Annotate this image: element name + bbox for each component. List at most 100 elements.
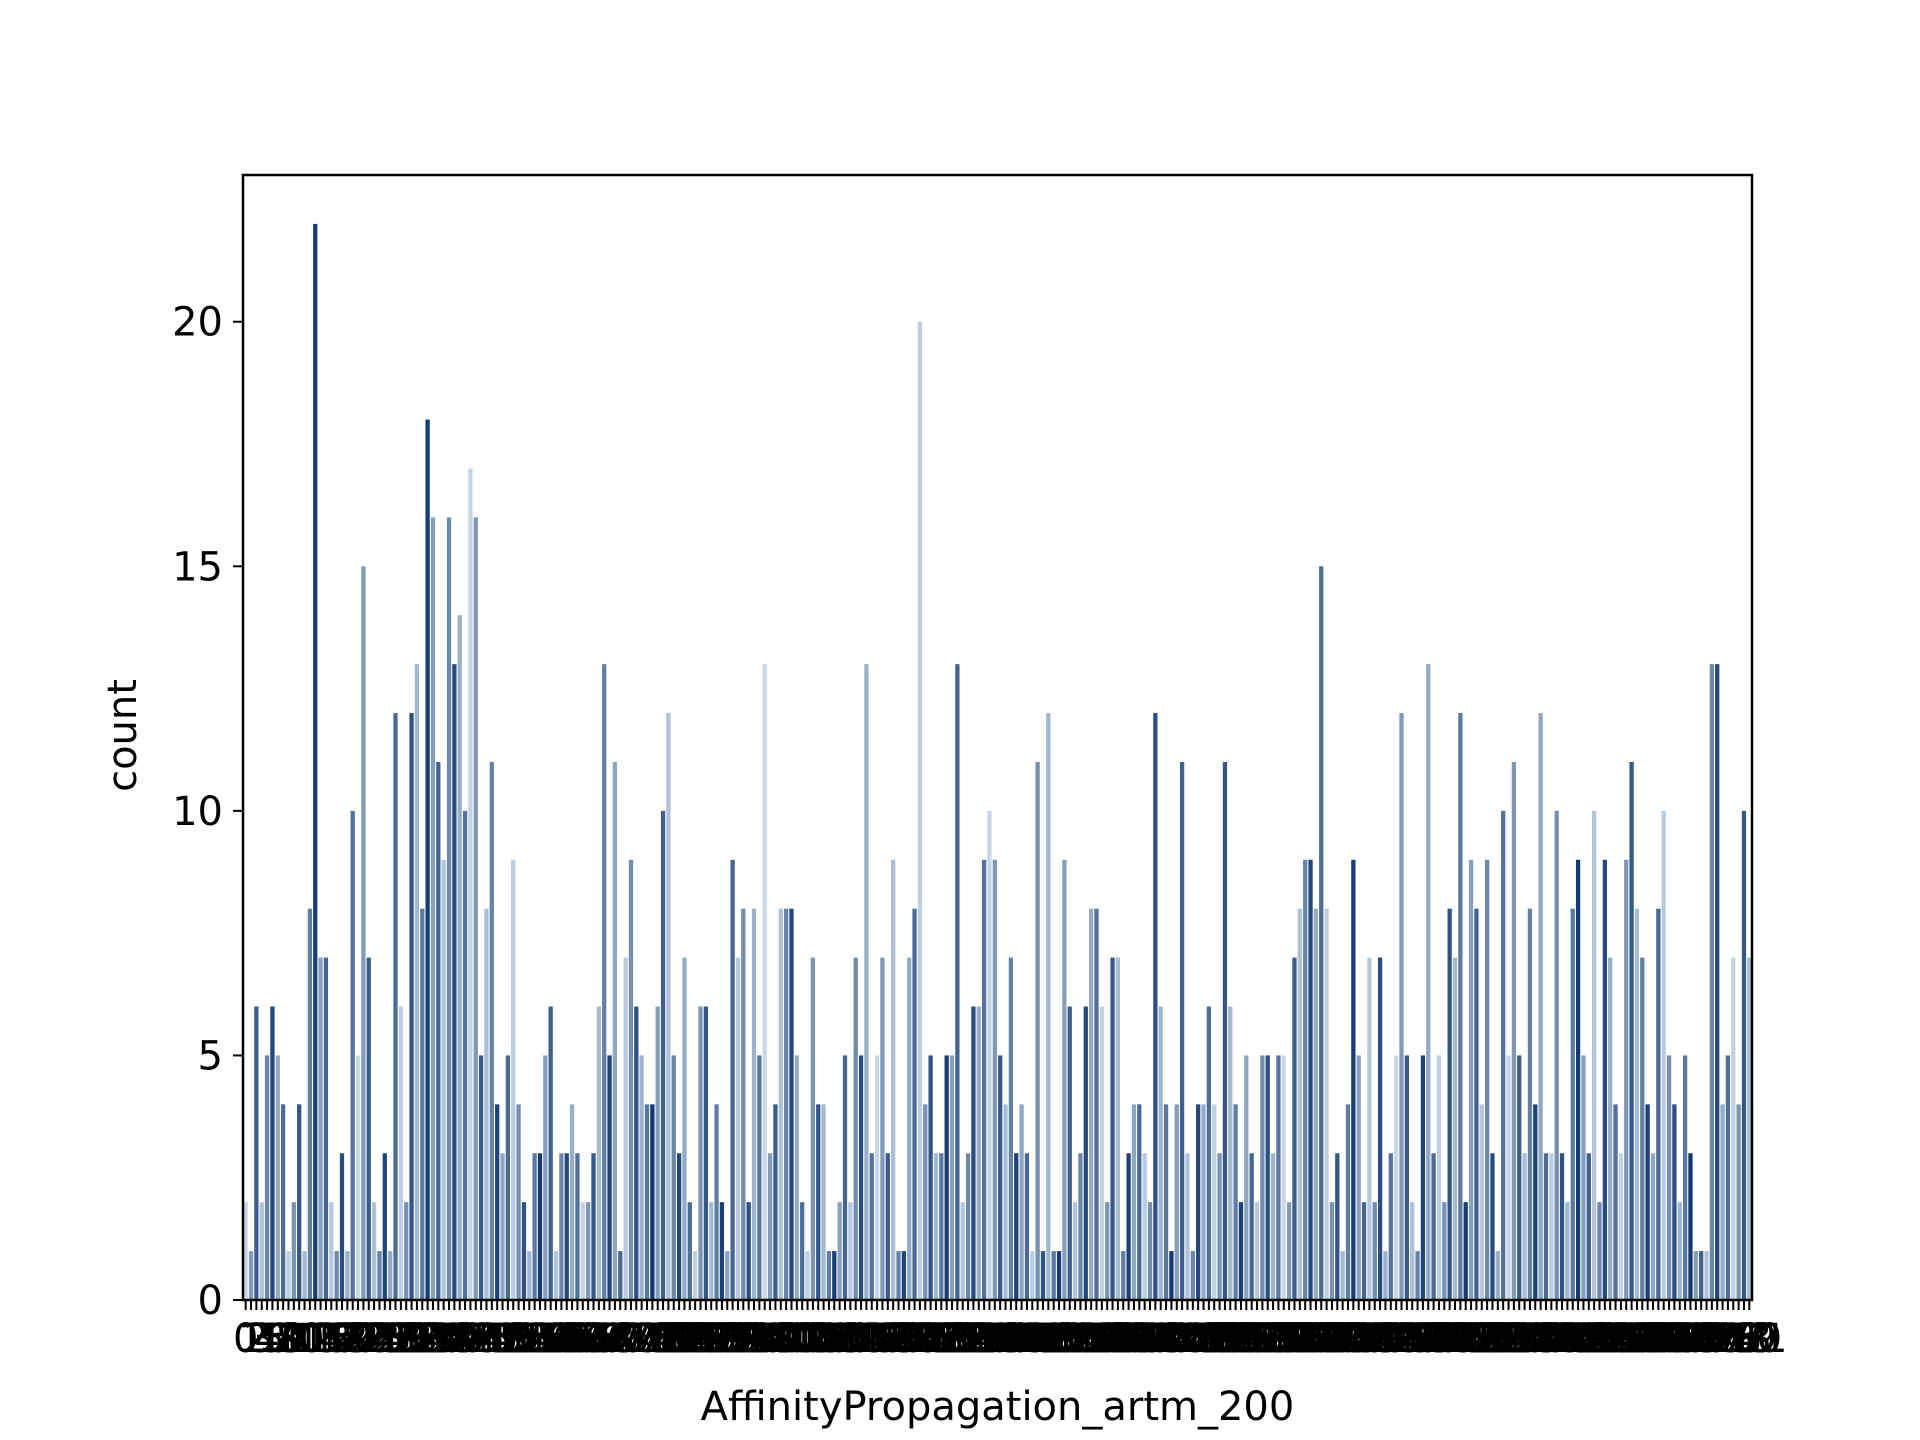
bar — [446, 517, 452, 1300]
bar — [623, 957, 628, 1300]
x-tick-label: 278 — [1695, 1316, 1771, 1362]
bar — [505, 1055, 511, 1300]
bar — [1163, 1104, 1169, 1300]
x-tick-label: 95 — [729, 1316, 780, 1362]
bar — [1179, 761, 1185, 1300]
bar — [527, 1251, 532, 1300]
bar — [901, 1251, 906, 1300]
bar — [719, 1202, 725, 1300]
bar — [1602, 859, 1607, 1300]
bar — [783, 908, 789, 1300]
bar — [805, 1251, 810, 1300]
bar — [1527, 908, 1533, 1300]
bar — [998, 1055, 1003, 1300]
bar — [1174, 1104, 1179, 1300]
x-tick-label: 113 — [812, 1316, 888, 1362]
x-tick-label: 85 — [675, 1316, 726, 1362]
bar — [371, 1202, 377, 1300]
bar — [1040, 1251, 1046, 1300]
x-tick-label: 70 — [595, 1316, 646, 1362]
x-tick-label: 274 — [1674, 1316, 1750, 1362]
bar — [537, 1153, 543, 1300]
x-tick-label: 16 — [306, 1316, 357, 1362]
bar — [1634, 908, 1640, 1300]
bar — [254, 1006, 259, 1300]
x-tick-label: 74 — [616, 1316, 667, 1362]
x-tick-label: 231 — [1444, 1316, 1520, 1362]
bar — [880, 957, 885, 1300]
x-tick-label: 42 — [445, 1316, 496, 1362]
bar — [1303, 859, 1308, 1300]
x-tick-label: 108 — [785, 1316, 861, 1362]
x-tick-label: 281 — [1711, 1316, 1787, 1362]
x-tick-label: 174 — [1139, 1316, 1215, 1362]
bar — [430, 517, 436, 1300]
bar — [1121, 1251, 1126, 1300]
bar — [516, 1104, 521, 1300]
bar — [339, 1153, 345, 1300]
bar — [1731, 957, 1736, 1300]
bar — [789, 908, 794, 1300]
bar — [1035, 761, 1040, 1300]
x-tick-label: 205 — [1304, 1316, 1380, 1362]
x-tick-label: 149 — [1005, 1316, 1081, 1362]
bar — [543, 1055, 548, 1300]
x-tick-label: 130 — [903, 1316, 979, 1362]
bar — [1420, 1055, 1426, 1300]
x-tick-label: 119 — [844, 1316, 920, 1362]
x-tick-label: 84 — [670, 1316, 721, 1362]
x-tick-label: 51 — [493, 1316, 544, 1362]
x-tick-label: 59 — [536, 1316, 587, 1362]
bar — [650, 1104, 655, 1300]
x-tick-label: 8 — [276, 1316, 301, 1362]
bar — [1367, 957, 1372, 1300]
x-tick-label: 116 — [828, 1316, 904, 1362]
bar — [345, 1251, 350, 1300]
x-tick-label: 189 — [1219, 1316, 1295, 1362]
bar — [473, 517, 478, 1300]
bar — [773, 1104, 778, 1300]
bar — [393, 713, 398, 1300]
x-tick-label: 224 — [1406, 1316, 1482, 1362]
x-tick-label: 63 — [557, 1316, 608, 1362]
x-tick-label: 201 — [1283, 1316, 1359, 1362]
x-tick-label: 136 — [935, 1316, 1011, 1362]
x-tick-label: 255 — [1572, 1316, 1648, 1362]
bar — [420, 908, 425, 1300]
x-tick-label: 67 — [579, 1316, 630, 1362]
bar — [639, 1055, 644, 1300]
bar — [837, 1202, 842, 1300]
bar — [1094, 908, 1099, 1300]
bar — [960, 1202, 965, 1300]
x-tick-label: 26 — [359, 1316, 410, 1362]
bar — [1474, 908, 1479, 1300]
y-tick-label: 10 — [172, 789, 223, 835]
bar — [607, 1055, 612, 1300]
bar — [1083, 1006, 1088, 1300]
x-tick-label: 195 — [1251, 1316, 1327, 1362]
bar — [1709, 664, 1715, 1300]
x-axis-label: AffinityPropagation_artm_200 — [701, 1384, 1295, 1430]
x-tick-label: 36 — [413, 1316, 464, 1362]
bar — [1158, 1006, 1163, 1300]
bar — [280, 1104, 286, 1300]
bar — [682, 957, 687, 1300]
bar — [1645, 1104, 1650, 1300]
x-tick-label: 152 — [1021, 1316, 1097, 1362]
x-tick-label: 271 — [1658, 1316, 1734, 1362]
bar — [1351, 859, 1356, 1300]
bar — [1741, 810, 1747, 1300]
x-tick-label: 208 — [1321, 1316, 1397, 1362]
bar — [1126, 1153, 1131, 1300]
bar — [1260, 1055, 1265, 1300]
x-tick-label: 56 — [520, 1316, 571, 1362]
bar — [928, 1055, 933, 1300]
x-tick-label: 143 — [973, 1316, 1049, 1362]
y-axis: 0 5 10 15 20 — [172, 300, 243, 1324]
bar — [1410, 1202, 1415, 1300]
bar — [586, 1202, 591, 1300]
bar — [441, 859, 446, 1300]
x-tick-label: 250 — [1545, 1316, 1621, 1362]
x-tick-label: 176 — [1149, 1316, 1225, 1362]
